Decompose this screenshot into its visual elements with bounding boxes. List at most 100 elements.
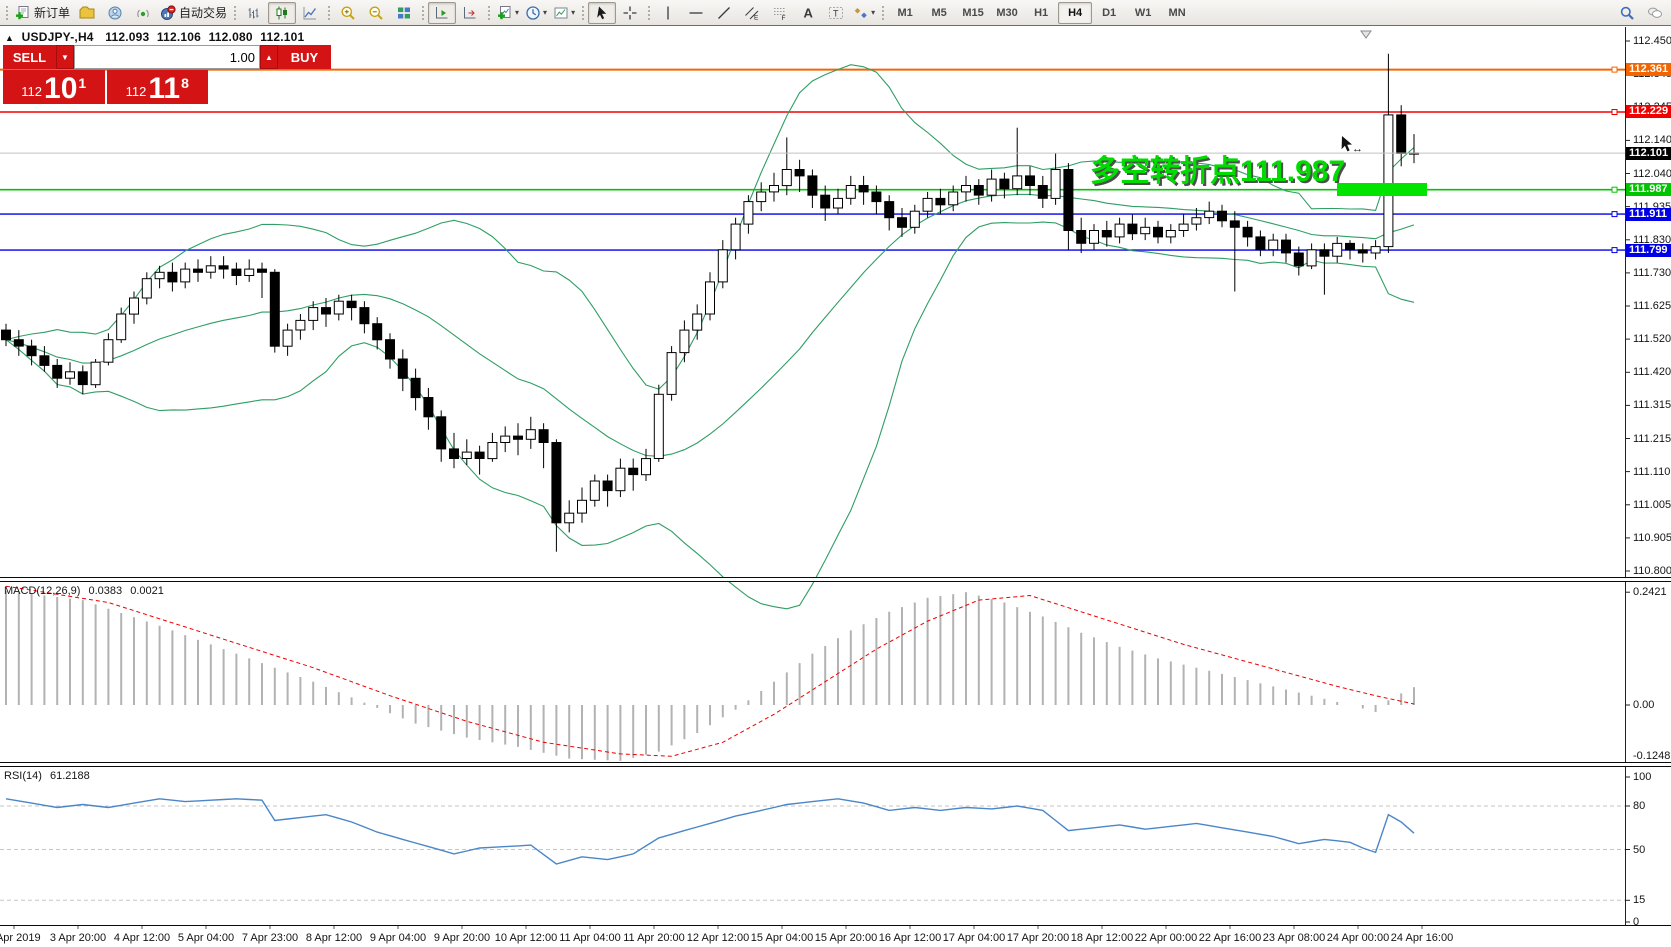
highlight-rectangle[interactable]: [1337, 183, 1427, 196]
text-button[interactable]: A: [794, 2, 822, 24]
macd-signal-line: [5, 585, 1415, 757]
chat-icon: [1648, 7, 1662, 18]
zoom-in-button[interactable]: [334, 2, 362, 24]
chart-shift-marker: [1360, 30, 1372, 39]
sell-button[interactable]: SELL: [3, 45, 56, 69]
timeframe-m30-button[interactable]: M30: [996, 6, 1018, 19]
price-level-label[interactable]: 112.361: [1626, 63, 1671, 77]
time-axis-label: 12 Apr 12:00: [686, 932, 750, 944]
time-axis-label: 9 Apr 04:00: [369, 932, 427, 944]
auto-trading-label: 自动交易: [179, 6, 228, 20]
timeframe-m5-button[interactable]: M5: [931, 6, 947, 19]
line-chart-button[interactable]: [296, 2, 324, 24]
svg-text:F: F: [782, 15, 786, 21]
crosshair-button[interactable]: [616, 2, 644, 24]
price-level-label[interactable]: 112.229: [1626, 105, 1671, 119]
text-label-icon: T: [829, 6, 844, 19]
timeframe-mn-button[interactable]: MN: [1168, 6, 1186, 19]
toolbar-grip: [881, 4, 886, 21]
rsi-indicator-label: RSI(14) 61.2188: [4, 770, 90, 782]
pane-splitter-rsi[interactable]: [0, 762, 1671, 767]
timeframe-h4-button[interactable]: H4: [1058, 1, 1093, 24]
time-axis-label: 22 Apr 00:00: [1134, 932, 1198, 944]
auto-trading-button[interactable]: 自动交易: [157, 2, 230, 24]
templates-button[interactable]: ▾: [550, 2, 578, 24]
chart-profile-button[interactable]: [73, 2, 101, 24]
periods-icon: [526, 5, 540, 20]
chart-profile-icon: [79, 6, 95, 18]
text-label-button[interactable]: T: [822, 2, 850, 24]
time-axis-label: 18 Apr 12:00: [1070, 932, 1134, 944]
price-level-label[interactable]: 111.987: [1626, 183, 1671, 197]
indicators-button[interactable]: ▾: [494, 2, 522, 24]
vertical-line-button[interactable]: [654, 2, 682, 24]
timeframe-d1-button[interactable]: D1: [1102, 6, 1117, 19]
rsi-axis-label: 80: [1633, 800, 1646, 812]
auto-scroll-button[interactable]: [428, 1, 457, 24]
volume-up-button[interactable]: ▲: [260, 45, 278, 69]
one-click-trading-panel: SELL ▼ ▲ BUY 112 10 1 112 11 8: [3, 45, 331, 104]
bar-chart-icon: [248, 7, 259, 18]
chevron-down-icon: ▾: [515, 8, 520, 17]
cursor-icon: [597, 6, 607, 19]
periods-button[interactable]: ▾: [522, 2, 550, 24]
profiles-button[interactable]: [101, 2, 129, 24]
equidistant-channel-icon: E: [745, 6, 759, 21]
timeframe-m1-button[interactable]: M1: [897, 6, 913, 19]
tile-windows-button[interactable]: [390, 2, 418, 24]
templates-icon: [554, 7, 568, 18]
macd-signal-value: 0.0021: [130, 585, 164, 597]
price-tick-label: 111.215: [1633, 432, 1671, 445]
buy-button[interactable]: BUY: [278, 45, 331, 69]
pane-splitter-macd[interactable]: [0, 577, 1671, 582]
time-axis-label: 7 Apr 23:00: [241, 932, 299, 944]
svg-text:↔: ↔: [1352, 143, 1363, 155]
time-axis-label: 24 Apr 16:00: [1390, 932, 1454, 944]
sell-price-box[interactable]: 112 10 1: [3, 70, 105, 104]
buy-price-box[interactable]: 112 11 8: [106, 70, 208, 104]
price-tick-label: 111.625: [1633, 300, 1671, 312]
rsi-value: 61.2188: [49, 770, 90, 782]
time-axis-label: 15 Apr 20:00: [814, 932, 878, 944]
svg-text:T: T: [833, 8, 839, 18]
volume-spinner: ▼ ▲: [56, 45, 278, 69]
horizontal-line-button[interactable]: [682, 2, 710, 24]
chart-shift-button[interactable]: [456, 2, 484, 24]
timeframe-w1-button[interactable]: W1: [1134, 6, 1152, 19]
signals-button[interactable]: [129, 2, 157, 24]
price-tick-label: 111.830: [1633, 233, 1671, 246]
timeframe-m15-button[interactable]: M15: [962, 6, 984, 19]
collapse-icon[interactable]: ▲: [5, 33, 15, 43]
chart-symbol-header: ▲ USDJPY-,H4 112.093 112.106 112.080 112…: [5, 30, 304, 44]
toolbar-grip: [581, 4, 586, 21]
cursor-button[interactable]: [588, 1, 617, 24]
timeframe-h1-button[interactable]: H1: [1034, 6, 1049, 19]
price-level-label[interactable]: 111.799: [1626, 243, 1671, 257]
volume-down-button[interactable]: ▼: [56, 45, 74, 69]
time-axis-label: 22 Apr 16:00: [1198, 932, 1262, 944]
price-tick-label: 111.315: [1633, 399, 1671, 412]
trendline-button[interactable]: [710, 2, 738, 24]
ohlc-open: 112.093: [105, 30, 150, 44]
search-button[interactable]: [1613, 2, 1641, 24]
volume-input[interactable]: [74, 45, 260, 69]
buy-price-prefix: 112: [125, 84, 147, 99]
zoom-out-icon: [369, 6, 383, 20]
trendline-icon: [718, 6, 731, 19]
price-level-label[interactable]: 111.911: [1626, 207, 1671, 221]
chart-annotation-text[interactable]: 多空转折点111.987: [1090, 155, 1346, 188]
zoom-out-button[interactable]: [362, 2, 390, 24]
chat-button[interactable]: [1641, 2, 1669, 24]
time-axis-label: 3 Apr 20:00: [49, 932, 107, 944]
time-axis-label: 17 Apr 20:00: [1006, 932, 1070, 944]
new-order-button[interactable]: 新订单: [12, 2, 73, 24]
candlestick-chart-button[interactable]: [268, 1, 297, 24]
equidistant-channel-button[interactable]: E: [738, 2, 766, 24]
ohlc-high: 112.106: [156, 30, 202, 44]
arrows-button[interactable]: ▾: [850, 2, 878, 24]
bar-chart-button[interactable]: [240, 2, 268, 24]
fibonacci-button[interactable]: F: [766, 2, 794, 24]
ohlc-low: 112.080: [208, 30, 253, 44]
svg-text:A: A: [804, 5, 814, 20]
